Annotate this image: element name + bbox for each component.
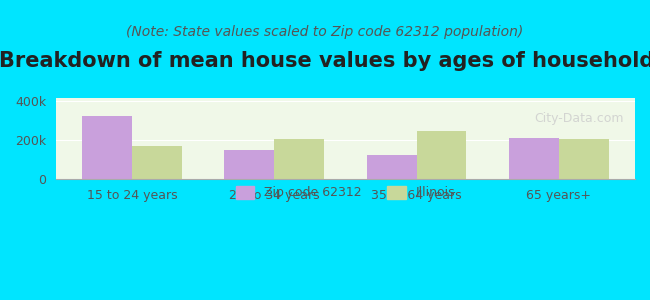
Legend: Zip code 62312, Illinois: Zip code 62312, Illinois — [231, 181, 460, 204]
Title: Breakdown of mean house values by ages of householders: Breakdown of mean house values by ages o… — [0, 51, 650, 71]
Bar — [417, 131, 467, 179]
Bar — [82, 116, 132, 179]
Bar — [367, 155, 417, 179]
Bar — [132, 146, 182, 179]
Text: (Note: State values scaled to Zip code 62312 population): (Note: State values scaled to Zip code 6… — [126, 25, 524, 39]
Bar — [559, 140, 608, 179]
Bar — [509, 137, 559, 179]
Bar — [274, 140, 324, 179]
Text: City-Data.com: City-Data.com — [534, 112, 623, 125]
Bar — [224, 150, 274, 179]
